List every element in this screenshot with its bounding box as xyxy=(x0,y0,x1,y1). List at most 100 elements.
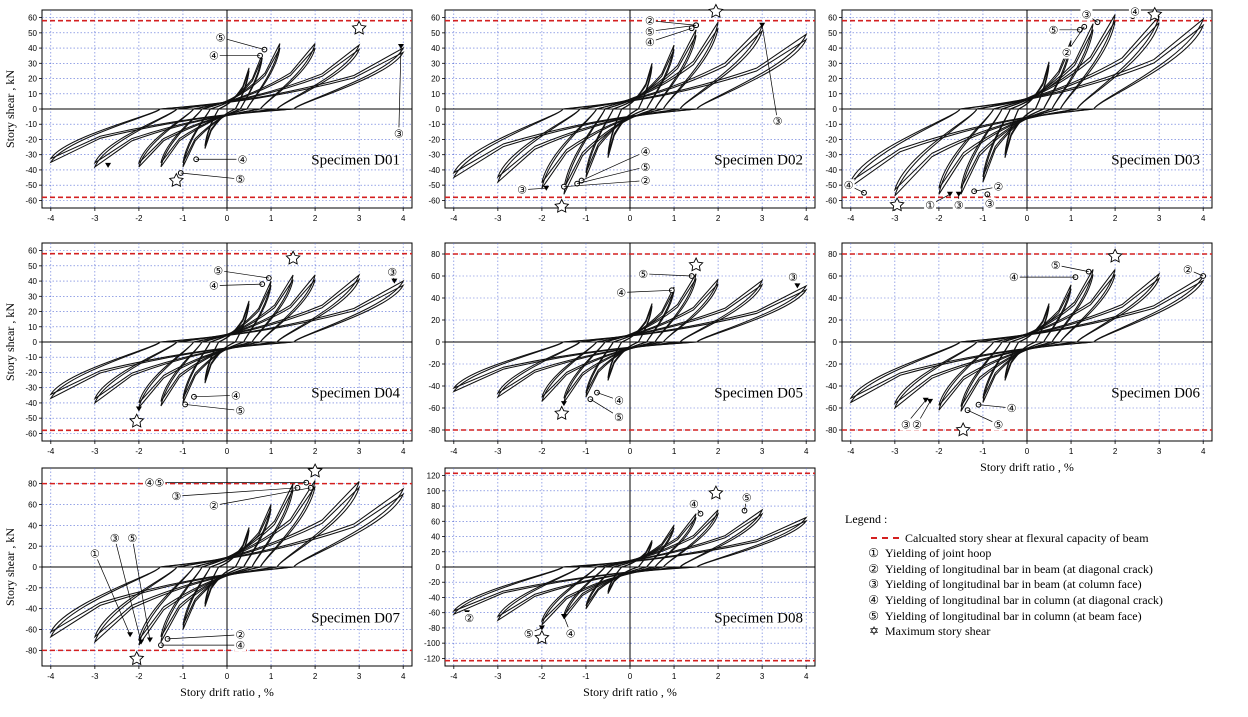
event-label: ④ xyxy=(614,394,624,407)
event-label: ② xyxy=(993,181,1003,194)
hysteresis-loop xyxy=(1004,64,1050,155)
annotation-bg xyxy=(522,627,535,640)
legend-star-entry: ✡ Maximum story shear xyxy=(845,624,1245,640)
legend-item: ② Yielding of longitudinal bar in beam (a… xyxy=(845,562,1245,578)
y-tick-label: 50 xyxy=(828,29,837,38)
legend-item-label: Yielding of longitudinal bar in column (… xyxy=(885,608,1142,623)
event-label: ⑤ xyxy=(742,492,752,505)
hysteresis-loop xyxy=(849,279,1205,400)
legend-capacity-label: Calcualted story shear at flexural capac… xyxy=(905,530,1149,545)
x-tick-label: 3 xyxy=(1157,214,1162,223)
y-tick-label: 40 xyxy=(28,44,37,53)
event-label: ③ xyxy=(773,115,783,128)
event-label: ⑤ xyxy=(614,411,624,424)
y-tick-label: -10 xyxy=(25,120,37,129)
y-tick-label: -20 xyxy=(25,135,37,144)
y-axis-label: Story shear , kN xyxy=(3,528,17,606)
y-tick-label: -40 xyxy=(428,166,440,175)
y-tick-label: 20 xyxy=(431,548,440,557)
legend-marker: ③ xyxy=(868,577,879,592)
y-tick-label: -80 xyxy=(25,646,37,655)
x-tick-label: 4 xyxy=(804,672,809,681)
annotation-leader xyxy=(218,270,269,279)
y-tick-label: 100 xyxy=(427,487,441,496)
max-shear-star xyxy=(708,3,724,19)
x-tick-label: -2 xyxy=(538,214,546,223)
event-label: ④ xyxy=(209,50,219,63)
annotation-bg xyxy=(1128,5,1141,18)
event-label: ③ xyxy=(985,197,995,210)
legend: Legend : Calcualted story shear at flexu… xyxy=(845,512,1245,640)
y-tick-label: 30 xyxy=(828,59,837,68)
annotation-bg xyxy=(1181,263,1194,276)
event-label: ④ xyxy=(1009,271,1019,284)
max-shear-star xyxy=(708,485,724,500)
event-label: ⑤ xyxy=(645,25,655,38)
hysteresis-loop xyxy=(204,70,250,147)
max-shear-star xyxy=(129,650,145,666)
event-label: ② xyxy=(209,500,219,513)
y-tick-label: 50 xyxy=(28,29,37,38)
annotation-bg xyxy=(1049,259,1062,271)
event-label: ④ xyxy=(237,153,247,166)
x-tick-label: 3 xyxy=(1157,447,1162,456)
x-tick-label: -1 xyxy=(979,214,987,223)
specimen-title: Specimen D07 xyxy=(311,610,400,626)
event-label: ① xyxy=(925,199,935,212)
y-tick-label: 30 xyxy=(28,292,37,301)
x-tick-label: 2 xyxy=(716,447,721,456)
annotation-bg xyxy=(842,179,855,192)
event-label: ④ xyxy=(231,389,241,402)
hysteresis-loop xyxy=(452,519,808,613)
annotation-leader xyxy=(176,487,298,497)
event-marker xyxy=(964,407,971,414)
annotation-bg xyxy=(643,25,656,38)
y-tick-label: -60 xyxy=(428,196,440,205)
annotation-bg xyxy=(643,14,656,27)
x-tick-label: 4 xyxy=(401,214,406,223)
y-tick-label: 80 xyxy=(431,250,440,259)
y-tick-label: -20 xyxy=(428,360,440,369)
y-tick-label: 60 xyxy=(431,14,440,23)
event-label: ⑤ xyxy=(235,173,245,186)
event-label: ⑤ xyxy=(127,532,137,545)
event-label: ④ xyxy=(566,627,576,640)
y-tick-label: -60 xyxy=(25,196,37,205)
annotation-bg xyxy=(229,389,242,402)
annotation-bg xyxy=(615,286,628,299)
annotation-leader xyxy=(563,180,646,188)
x-tick-label: 0 xyxy=(1025,214,1030,223)
y-tick-label: -20 xyxy=(428,135,440,144)
annotation-bg xyxy=(1047,23,1060,36)
hysteresis-loop xyxy=(204,303,250,381)
x-axis-label: Story drift ratio , % xyxy=(980,460,1074,474)
x-tick-label: 2 xyxy=(313,214,318,223)
x-tick-label: 3 xyxy=(760,447,765,456)
annotation-bg xyxy=(771,115,784,128)
event-label: ⑤ xyxy=(1048,24,1058,37)
x-tick-label: -3 xyxy=(494,214,502,223)
annotation-leader xyxy=(220,37,265,50)
annotation-bg xyxy=(952,198,965,211)
y-tick-label: -40 xyxy=(25,399,37,408)
annotation-bg xyxy=(234,639,247,652)
hysteresis-loop xyxy=(585,49,675,173)
legend-item: ⑤ Yielding of longitudinal bar in column … xyxy=(845,609,1245,625)
annotation-bg xyxy=(170,490,183,503)
event-label: ① xyxy=(90,547,100,560)
annotation-bg xyxy=(236,153,249,166)
annotation-bg xyxy=(924,198,937,211)
y-tick-label: 20 xyxy=(431,316,440,325)
event-marker xyxy=(594,389,600,396)
annotation-bg xyxy=(740,491,753,504)
x-tick-label: 2 xyxy=(1113,214,1118,223)
x-tick-label: 4 xyxy=(804,447,809,456)
hysteresis-loop xyxy=(982,288,1072,399)
y-tick-label: 0 xyxy=(33,105,38,114)
y-tick-label: -20 xyxy=(428,578,440,587)
x-axis-label: Story drift ratio , % xyxy=(583,685,677,699)
x-tick-label: -1 xyxy=(179,214,187,223)
y-tick-label: 40 xyxy=(828,44,837,53)
x-tick-label: -1 xyxy=(179,672,187,681)
event-marker xyxy=(587,396,594,403)
